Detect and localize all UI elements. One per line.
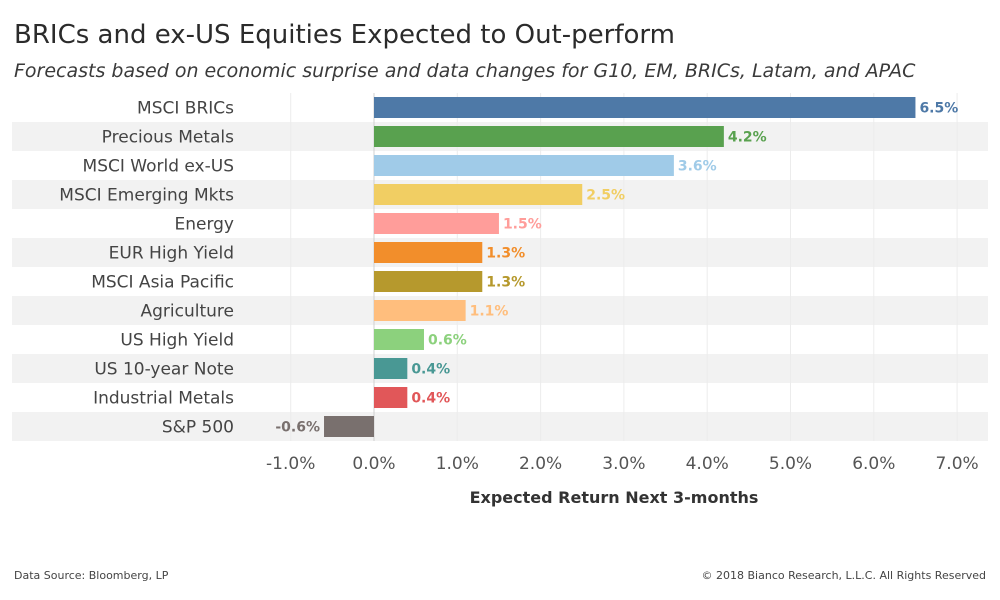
category-label: Agriculture [141, 302, 235, 322]
value-label: -0.6% [275, 420, 320, 436]
value-label: 1.3% [486, 246, 525, 262]
bar [374, 155, 674, 176]
category-label: MSCI BRICs [137, 99, 234, 119]
x-tick-label: 4.0% [686, 454, 729, 474]
bar [374, 387, 408, 408]
value-label: 1.1% [470, 304, 509, 320]
x-axis-label: Expected Return Next 3-months [470, 488, 759, 507]
value-label: 0.6% [428, 333, 467, 349]
category-label: US High Yield [120, 331, 234, 351]
category-label: MSCI Emerging Mkts [59, 186, 234, 206]
x-tick-label: 1.0% [436, 454, 479, 474]
x-tick-label: 5.0% [769, 454, 812, 474]
value-label: 1.3% [486, 275, 525, 291]
bar [374, 184, 583, 205]
value-label: 0.4% [411, 391, 450, 407]
category-label: MSCI World ex-US [83, 157, 234, 177]
x-tick-label: 6.0% [852, 454, 895, 474]
x-tick-label: -1.0% [266, 454, 315, 474]
category-label: Industrial Metals [93, 389, 234, 409]
bar [374, 126, 724, 147]
bar [374, 300, 466, 321]
x-tick-label: 7.0% [935, 454, 978, 474]
chart-subtitle: Forecasts based on economic surprise and… [14, 60, 916, 82]
row-band [12, 412, 988, 441]
bar [374, 329, 424, 350]
copyright-note: © 2018 Bianco Research, L.L.C. All Right… [701, 569, 986, 582]
x-tick-label: 2.0% [519, 454, 562, 474]
category-label: Energy [174, 215, 234, 235]
bar [324, 416, 374, 437]
row-band [12, 354, 988, 383]
x-tick-label: 0.0% [352, 454, 395, 474]
category-label: Precious Metals [102, 128, 234, 148]
bar [374, 271, 483, 292]
bar [374, 97, 916, 118]
bar [374, 358, 408, 379]
value-label: 6.5% [919, 101, 958, 117]
data-source-note: Data Source: Bloomberg, LP [14, 569, 169, 582]
value-label: 2.5% [586, 188, 625, 204]
category-label: MSCI Asia Pacific [91, 273, 234, 293]
row-band [12, 238, 988, 267]
bar [374, 213, 499, 234]
value-label: 1.5% [503, 217, 542, 233]
chart-title: BRICs and ex-US Equities Expected to Out… [14, 20, 675, 50]
value-label: 4.2% [728, 130, 767, 146]
row-band [12, 296, 988, 325]
category-label: S&P 500 [162, 418, 234, 438]
x-tick-label: 3.0% [602, 454, 645, 474]
value-label: 3.6% [678, 159, 717, 175]
category-label: US 10-year Note [94, 360, 234, 380]
value-label: 0.4% [411, 362, 450, 378]
bar-chart: MSCI BRICs 6.5% Precious Metals 4.2% MSCI Wo… [12, 93, 988, 507]
category-label: EUR High Yield [109, 244, 234, 264]
bar [374, 242, 483, 263]
